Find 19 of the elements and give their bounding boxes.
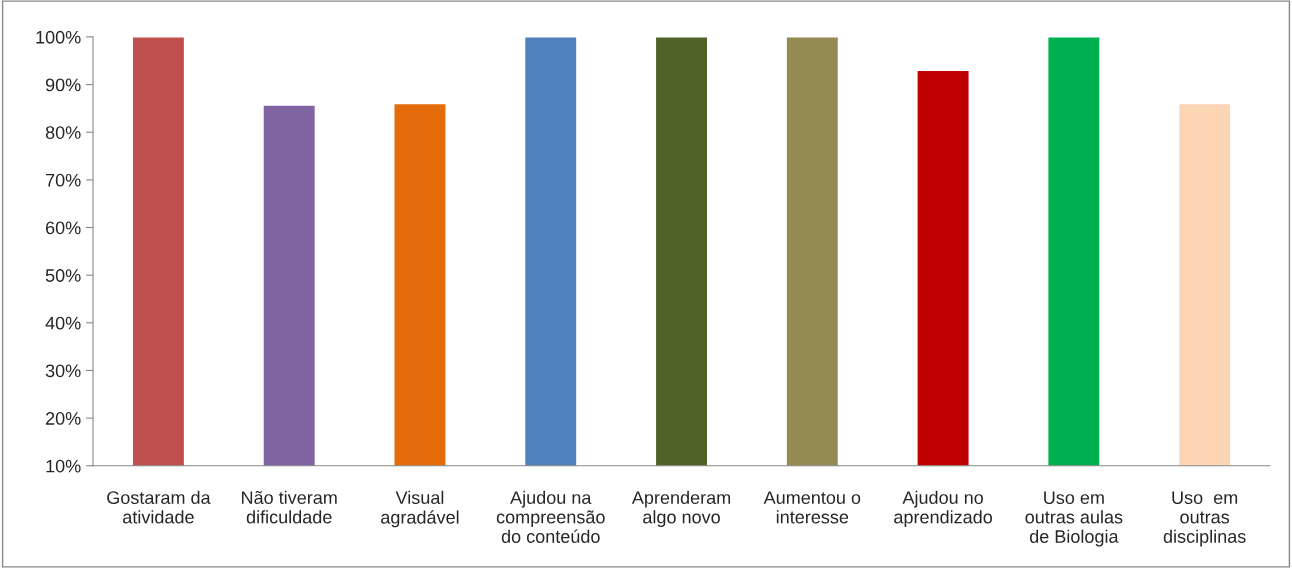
x-tick-label: Uso em outras disciplinas bbox=[1163, 491, 1246, 547]
y-tick-label: 60% bbox=[46, 221, 81, 235]
x-tick-label: Não tiveram dificuldade bbox=[242, 490, 337, 524]
x-tick-label: Gostaram da atividade bbox=[107, 490, 211, 524]
x-tick-label: Uso em outras aulas de Biologia bbox=[1025, 491, 1123, 547]
x-tick-label: Aumentou o interesse bbox=[763, 491, 861, 524]
y-tick-label: 90% bbox=[45, 78, 81, 92]
x-tick-label: Aprenderam algo novo bbox=[631, 490, 731, 528]
x-tick-label: Ajudou no aprendizado bbox=[894, 490, 993, 528]
x-tick-label: Ajudou na compreensão do conteúdo bbox=[496, 490, 605, 543]
x-tick-label: Visual agradável bbox=[381, 490, 459, 528]
y-tick-label: 70% bbox=[46, 173, 81, 187]
y-tick-label: 10% bbox=[46, 459, 81, 473]
y-tick-label: 50% bbox=[45, 269, 81, 282]
y-tick-label: 40% bbox=[45, 316, 81, 330]
y-tick-label: 100% bbox=[36, 30, 81, 44]
y-tick-label: 80% bbox=[45, 126, 81, 139]
y-tick-label: 20% bbox=[45, 412, 81, 425]
y-tick-label: 30% bbox=[45, 364, 81, 378]
